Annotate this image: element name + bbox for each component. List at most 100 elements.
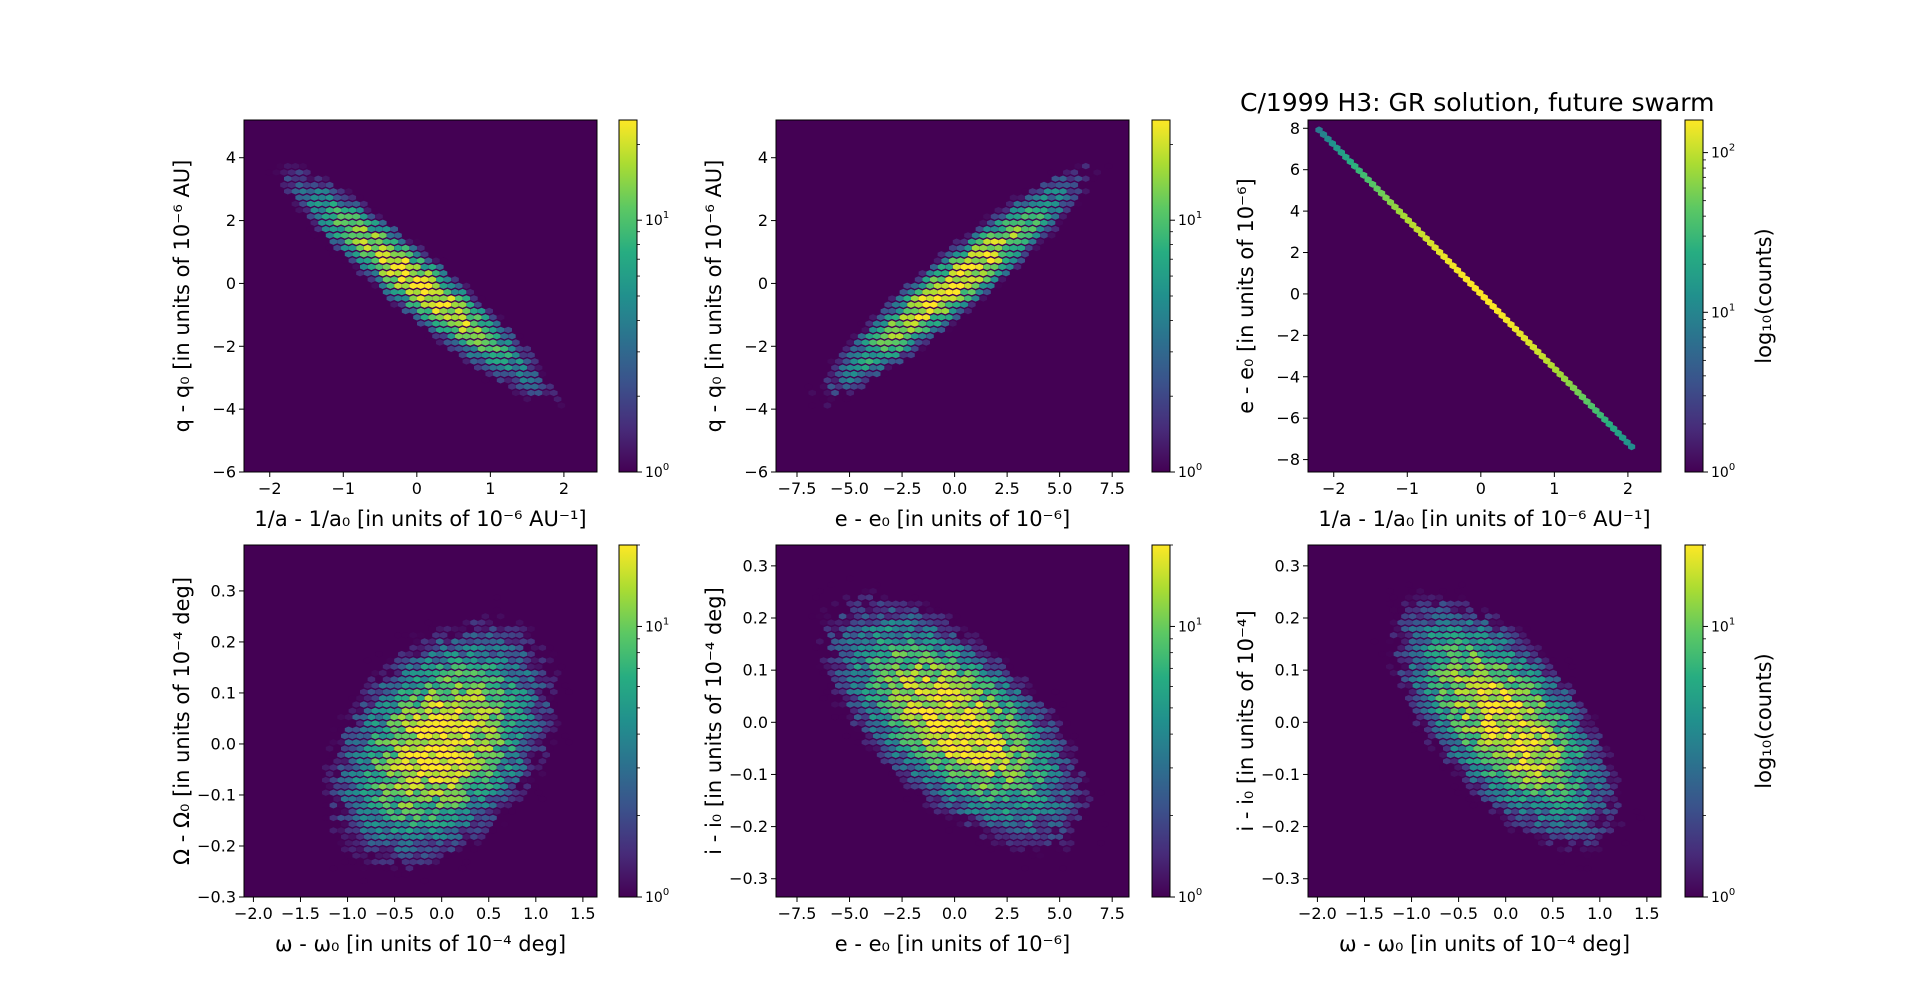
hexbin-cell bbox=[428, 288, 436, 296]
hexbin-cell bbox=[367, 726, 376, 733]
hexbin-cell bbox=[892, 726, 900, 733]
hexbin-cell bbox=[432, 808, 440, 815]
hexbin-cell bbox=[481, 613, 490, 620]
hexbin-cell bbox=[1526, 770, 1535, 777]
hexbin-cell bbox=[971, 657, 980, 664]
hexbin-cell bbox=[937, 263, 946, 271]
hexbin-cell bbox=[842, 644, 851, 651]
hexbin-cell bbox=[447, 320, 455, 327]
hexbin-cell bbox=[1002, 669, 1010, 677]
hexbin-cell bbox=[515, 669, 524, 677]
y-tick-label: 8 bbox=[1290, 119, 1300, 138]
hexbin-cell bbox=[838, 650, 847, 658]
hexbin-cell bbox=[1519, 682, 1527, 689]
hexbin-cell bbox=[1598, 789, 1607, 796]
hexbin-cell bbox=[933, 770, 942, 777]
hexbin-cell bbox=[952, 802, 961, 809]
hexbin-cell bbox=[1541, 783, 1550, 790]
hexbin-cell bbox=[914, 326, 923, 334]
hexbin-cell bbox=[1009, 720, 1018, 727]
hexbin-cell bbox=[515, 707, 524, 714]
hexbin-cell bbox=[363, 244, 372, 252]
hexbin-cell bbox=[1059, 739, 1067, 746]
hexbin-cell bbox=[451, 314, 459, 321]
hexbin-cell bbox=[386, 270, 395, 277]
hexbin-cell bbox=[1602, 770, 1611, 777]
hexbin-cell bbox=[413, 726, 421, 733]
hexbin-cell bbox=[1013, 701, 1022, 708]
hexbin-cell bbox=[1021, 865, 1029, 872]
hexbin-cell bbox=[458, 625, 467, 633]
hexbin-cell bbox=[413, 251, 421, 258]
hexbin-cell bbox=[439, 808, 448, 815]
hexbin-cell bbox=[1006, 827, 1014, 834]
hexbin-cell bbox=[1465, 707, 1474, 714]
hexbin-cell bbox=[1469, 650, 1478, 658]
hexbin-cell bbox=[405, 739, 414, 746]
hexbin-cell bbox=[831, 638, 839, 645]
hexbin-cell bbox=[1556, 370, 1564, 378]
hexbin-cell bbox=[409, 257, 417, 264]
hexbin-cell bbox=[1484, 751, 1493, 759]
hexbin-cell bbox=[964, 783, 972, 790]
hexbin-cell bbox=[1017, 783, 1025, 790]
hexbin-cell bbox=[819, 669, 828, 677]
hexbin-cell bbox=[1545, 764, 1554, 771]
hexbin-cell bbox=[1538, 802, 1546, 809]
hexbin-cell bbox=[1538, 650, 1546, 658]
hexbin-cell bbox=[933, 632, 942, 639]
hexbin-cell bbox=[1044, 802, 1052, 809]
hexbin-cell bbox=[964, 745, 972, 752]
hexbin-cell bbox=[496, 650, 505, 658]
hexbin-cell bbox=[964, 669, 972, 677]
y-tick-label: 0.0 bbox=[743, 713, 768, 732]
hexbin-cell bbox=[823, 688, 832, 696]
hexbin-cell bbox=[1006, 238, 1014, 245]
hexbin-cell bbox=[1507, 814, 1516, 822]
hexbin-cell bbox=[1484, 764, 1493, 771]
hexbin-cell bbox=[861, 326, 870, 334]
hexbin-cell bbox=[508, 707, 516, 714]
hexbin-cell bbox=[481, 351, 490, 359]
hexbin-cell bbox=[325, 745, 334, 752]
hexbin-cell bbox=[1564, 821, 1573, 828]
hexbin-cell bbox=[865, 644, 873, 651]
hexbin-cell bbox=[1511, 758, 1519, 765]
hexbin-cell bbox=[1530, 701, 1538, 708]
hexbin-cell bbox=[474, 802, 482, 809]
hexbin-cell bbox=[1013, 676, 1022, 683]
hexbin-cell bbox=[1074, 200, 1082, 208]
hexbin-cell bbox=[432, 821, 440, 828]
hexbin-cell bbox=[371, 707, 379, 714]
hexbin-cell bbox=[432, 270, 440, 277]
hexbin-cell bbox=[1017, 232, 1025, 239]
hexbin-cell bbox=[367, 676, 376, 683]
hexbin-cell bbox=[952, 726, 961, 733]
hexbin-cell bbox=[960, 726, 968, 733]
hexbin-cell bbox=[895, 657, 904, 664]
hexbin-cell bbox=[1507, 726, 1516, 733]
hexbin-cell bbox=[420, 739, 429, 746]
hexbin-cell bbox=[1538, 688, 1546, 696]
hexbin-cell bbox=[436, 764, 444, 771]
hexbin-cell bbox=[1576, 776, 1584, 784]
hexbin-cell bbox=[960, 263, 968, 271]
colorbar bbox=[618, 119, 638, 473]
hexbin-cell bbox=[424, 770, 433, 777]
hexbin-cell bbox=[512, 751, 520, 759]
hexbin-cell bbox=[1541, 657, 1550, 664]
x-tick-label: 2 bbox=[559, 479, 569, 498]
hexbin-cell bbox=[1391, 203, 1399, 211]
hexbin-cell bbox=[846, 701, 854, 708]
hexbin-cell bbox=[1465, 682, 1474, 689]
hexbin-cell bbox=[352, 789, 360, 796]
y-tick-label: −2 bbox=[744, 337, 768, 356]
hexbin-cell bbox=[857, 383, 866, 390]
hexbin-cell bbox=[405, 776, 414, 784]
hexbin-cell bbox=[496, 351, 505, 359]
hexbin-cell bbox=[356, 808, 364, 815]
hexbin-cell bbox=[827, 644, 835, 651]
hexbin-cell bbox=[930, 625, 938, 633]
hexbin-cell bbox=[888, 758, 896, 765]
hexbin-cell bbox=[1454, 701, 1462, 708]
